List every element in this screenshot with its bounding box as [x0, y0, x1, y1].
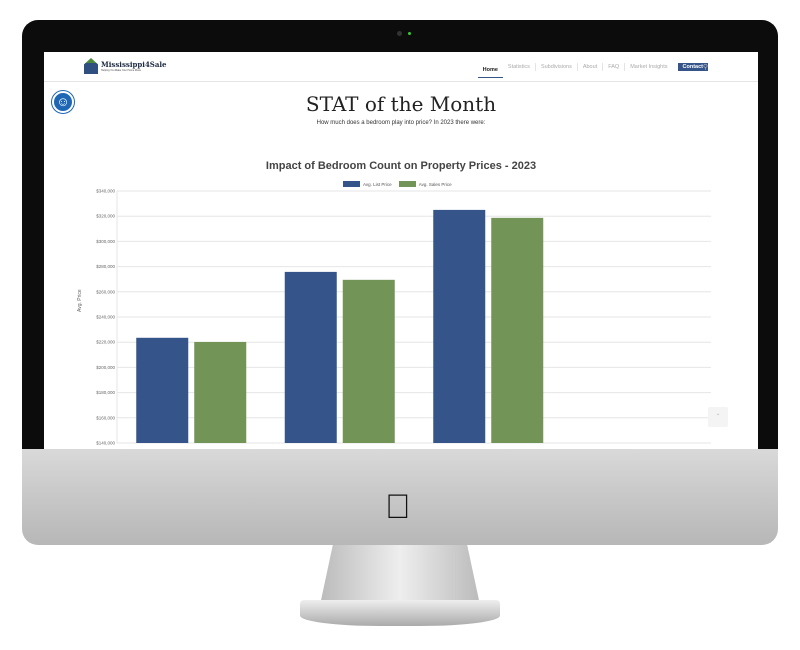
y-tick-label: $340,000	[96, 189, 115, 194]
site-header: Mississippi4Sale Helping You Make Your H…	[44, 52, 758, 82]
search-icon[interactable]: ⚲	[702, 64, 708, 71]
y-tick-label: $320,000	[96, 214, 115, 219]
nav-faq[interactable]: FAQ	[603, 63, 626, 71]
y-tick-label: $220,000	[96, 340, 115, 345]
accessibility-icon[interactable]: ☺	[52, 91, 74, 113]
y-tick-label: $260,000	[96, 289, 115, 294]
main-nav: Home Statistics Subdivisions About FAQ M…	[477, 52, 708, 82]
site-logo[interactable]: Mississippi4Sale Helping You Make Your H…	[84, 58, 167, 74]
y-tick-label: $240,000	[96, 315, 115, 320]
camera	[397, 31, 402, 36]
apple-logo-icon: 	[385, 488, 411, 527]
y-tick-label: $180,000	[96, 390, 115, 395]
nav-about[interactable]: About	[578, 63, 604, 71]
screen: Mississippi4Sale Helping You Make Your H…	[44, 52, 758, 449]
y-tick-label: $200,000	[96, 365, 115, 370]
y-tick-label: $300,000	[96, 239, 115, 244]
y-tick-label: $140,000	[96, 441, 115, 446]
bar-sales-2	[342, 279, 395, 443]
bar-sales-1	[194, 341, 247, 443]
legend-label-list: Avg. List Price	[363, 181, 392, 187]
house-logo-icon	[84, 58, 98, 74]
chart-title: Impact of Bedroom Count on Property Pric…	[265, 160, 537, 172]
camera-led	[408, 32, 411, 35]
logo-name: Mississippi4Sale	[101, 60, 167, 69]
nav-market-insights[interactable]: Market Insights	[630, 64, 668, 70]
nav-home[interactable]: Home	[477, 57, 503, 78]
bar-sales-3	[491, 217, 544, 443]
bar-list-2	[284, 271, 337, 443]
contact-button[interactable]: Contact	[677, 63, 708, 71]
page-title: STAT of the Month	[305, 92, 497, 116]
monitor-chin	[22, 449, 778, 545]
chart-legend: Avg. List Price Avg. Sales Price	[343, 181, 452, 187]
legend-swatch-sales[interactable]	[398, 181, 416, 187]
bar-list-3	[433, 209, 486, 443]
monitor-stand	[320, 545, 480, 605]
scroll-top-button[interactable]: ⌃	[708, 407, 728, 427]
bar-chart: $340,000 $320,000 $300,000 $280,000 $260,000…	[96, 189, 711, 446]
nav-statistics[interactable]: Statistics	[503, 63, 536, 71]
monitor-foot	[300, 600, 500, 626]
legend-swatch-list[interactable]	[343, 181, 360, 187]
legend-label-sales: Avg. Sales Price	[418, 181, 452, 187]
nav-subdivisions[interactable]: Subdivisions	[536, 63, 578, 71]
y-tick-label: $160,000	[96, 415, 115, 420]
logo-tagline: Helping You Make Your Home Move	[101, 69, 142, 72]
y-tick-label: $280,000	[96, 264, 115, 269]
page-subtitle: How much does a bedroom play into price?…	[316, 120, 486, 126]
bar-list-1	[136, 337, 189, 443]
